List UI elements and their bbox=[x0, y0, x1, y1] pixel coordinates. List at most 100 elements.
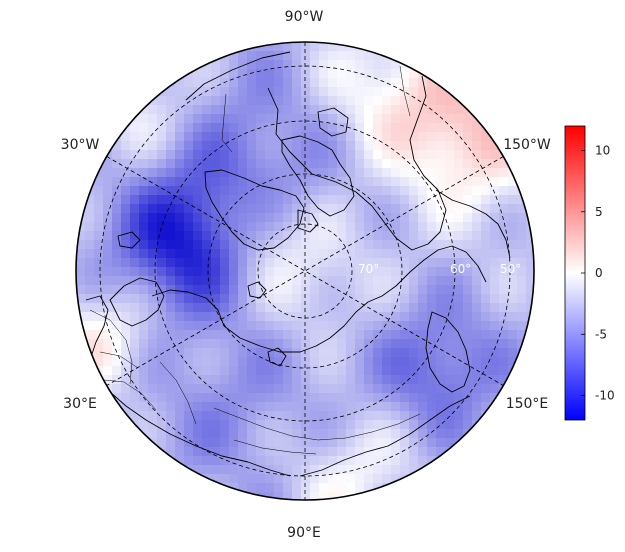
field-cell bbox=[346, 150, 356, 160]
field-cell bbox=[301, 123, 311, 133]
lon-label-30w: 30°W bbox=[61, 137, 100, 153]
field-cell bbox=[418, 411, 428, 421]
field-cell bbox=[139, 105, 149, 115]
field-cell bbox=[355, 249, 365, 259]
field-cell bbox=[166, 132, 176, 142]
field-cell bbox=[256, 267, 266, 277]
lat-label-50: 50° bbox=[500, 262, 521, 276]
field-cell bbox=[346, 141, 356, 151]
field-cell bbox=[409, 384, 419, 394]
field-cell bbox=[103, 375, 113, 385]
field-cell bbox=[472, 195, 482, 205]
field-cell bbox=[373, 357, 383, 367]
field-cell bbox=[229, 87, 239, 97]
field-cell bbox=[445, 348, 455, 358]
field-cell bbox=[472, 141, 482, 151]
field-cell bbox=[445, 402, 455, 412]
field-cell bbox=[373, 366, 383, 376]
field-cell bbox=[184, 447, 194, 457]
field-cell bbox=[121, 195, 131, 205]
field-cell bbox=[85, 222, 95, 232]
field-cell bbox=[445, 375, 455, 385]
field-cell bbox=[139, 204, 149, 214]
field-cell bbox=[319, 114, 329, 124]
lon-label-150e: 150°E bbox=[506, 396, 549, 412]
field-cell bbox=[256, 402, 266, 412]
field-cell bbox=[481, 294, 491, 304]
field-cell bbox=[418, 348, 428, 358]
field-cell bbox=[292, 492, 302, 500]
field-cell bbox=[121, 132, 131, 142]
field-cell bbox=[103, 339, 113, 349]
field-cell bbox=[184, 222, 194, 232]
field-cell bbox=[166, 330, 176, 340]
field-cell bbox=[391, 105, 401, 115]
field-cell bbox=[481, 141, 491, 151]
field-cell bbox=[454, 447, 464, 457]
field-cell bbox=[499, 321, 509, 331]
field-cell bbox=[499, 177, 509, 187]
field-cell bbox=[103, 240, 113, 250]
field-cell bbox=[220, 240, 230, 250]
field-cell bbox=[184, 141, 194, 151]
field-cell bbox=[256, 51, 266, 61]
coastlines bbox=[85, 51, 511, 477]
field-cell bbox=[175, 78, 185, 88]
field-cell bbox=[274, 195, 284, 205]
field-cell bbox=[382, 186, 392, 196]
field-cell bbox=[112, 168, 122, 178]
field-cell bbox=[265, 339, 275, 349]
field-cell bbox=[265, 483, 275, 493]
field-cell bbox=[292, 366, 302, 376]
field-cell bbox=[319, 168, 329, 178]
field-cell bbox=[139, 168, 149, 178]
field-cell bbox=[184, 375, 194, 385]
field-cell bbox=[454, 231, 464, 241]
field-cell bbox=[346, 231, 356, 241]
field-cell bbox=[436, 150, 446, 160]
field-cell bbox=[391, 321, 401, 331]
field-cell bbox=[157, 186, 167, 196]
field-cell bbox=[481, 357, 491, 367]
field-cell bbox=[400, 465, 410, 475]
field-cell bbox=[283, 123, 293, 133]
field-cell bbox=[364, 357, 374, 367]
latitude-labels: 70° 60° 50° bbox=[358, 262, 521, 276]
field-cell bbox=[346, 285, 356, 295]
field-cell bbox=[229, 429, 239, 439]
field-cell bbox=[310, 69, 320, 79]
field-cell bbox=[283, 258, 293, 268]
field-cell bbox=[346, 384, 356, 394]
field-cell bbox=[256, 456, 266, 466]
field-cell bbox=[283, 420, 293, 430]
field-cell bbox=[436, 411, 446, 421]
field-cell bbox=[175, 411, 185, 421]
field-cell bbox=[211, 60, 221, 70]
field-cell bbox=[337, 474, 347, 484]
field-cell bbox=[85, 204, 95, 214]
field-cell bbox=[472, 339, 482, 349]
field-cell bbox=[490, 294, 500, 304]
field-cell bbox=[436, 231, 446, 241]
field-cell bbox=[364, 456, 374, 466]
field-cell bbox=[346, 258, 356, 268]
field-cell bbox=[229, 267, 239, 277]
field-cell bbox=[364, 78, 374, 88]
field-cell bbox=[436, 276, 446, 286]
field-cell bbox=[238, 411, 248, 421]
field-cell bbox=[202, 69, 212, 79]
field-cell bbox=[319, 231, 329, 241]
field-cell bbox=[364, 114, 374, 124]
field-cell bbox=[229, 258, 239, 268]
field-cell bbox=[436, 402, 446, 412]
field-cell bbox=[427, 132, 437, 142]
field-cell bbox=[94, 240, 104, 250]
field-cell bbox=[418, 321, 428, 331]
field-cell bbox=[427, 420, 437, 430]
field-cell bbox=[472, 123, 482, 133]
field-cell bbox=[382, 375, 392, 385]
field-cell bbox=[328, 240, 338, 250]
field-cell bbox=[193, 348, 203, 358]
field-cell bbox=[364, 60, 374, 70]
field-cell bbox=[274, 375, 284, 385]
